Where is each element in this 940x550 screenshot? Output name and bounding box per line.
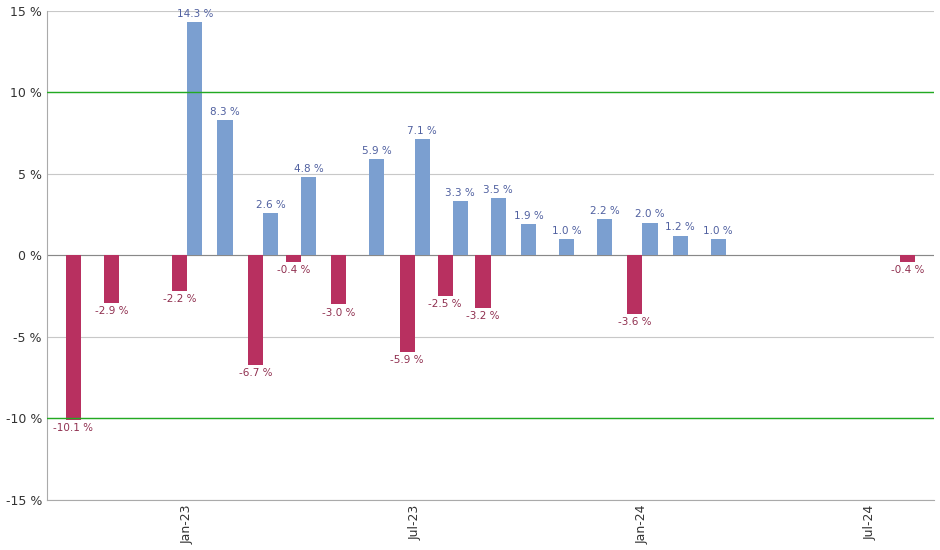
Bar [627,255,642,314]
Text: 1.0 %: 1.0 % [552,226,581,236]
Bar [491,198,506,255]
Text: -10.1 %: -10.1 % [54,424,93,433]
Text: -5.9 %: -5.9 % [390,355,424,365]
Bar [66,255,81,420]
Bar [453,201,468,255]
Text: 8.3 %: 8.3 % [211,107,240,117]
Text: -0.4 %: -0.4 % [891,265,925,275]
Text: 3.5 %: 3.5 % [483,185,513,195]
Bar [415,140,430,255]
Bar [642,223,657,255]
Text: -0.4 %: -0.4 % [276,265,310,275]
Text: 4.8 %: 4.8 % [293,164,323,174]
Text: 3.3 %: 3.3 % [446,188,475,198]
Bar [521,224,536,255]
Text: 7.1 %: 7.1 % [407,126,437,136]
Text: 1.0 %: 1.0 % [703,226,733,236]
Bar [711,239,726,255]
Bar [301,177,316,255]
Bar [331,255,347,304]
Text: -3.0 %: -3.0 % [322,307,355,317]
Bar [263,213,278,255]
Bar [187,22,202,255]
Bar [400,255,415,351]
Text: -2.5 %: -2.5 % [429,299,462,310]
Text: 2.0 %: 2.0 % [635,210,665,219]
Bar [476,255,491,307]
Bar [172,255,187,291]
Text: -3.6 %: -3.6 % [618,317,651,327]
Bar [437,255,453,296]
Bar [901,255,916,262]
Bar [103,255,118,302]
Bar [673,236,688,255]
Bar [597,219,612,255]
Text: 1.2 %: 1.2 % [666,222,696,233]
Text: -2.9 %: -2.9 % [95,306,128,316]
Text: -3.2 %: -3.2 % [466,311,500,321]
Text: 2.6 %: 2.6 % [256,200,286,210]
Text: 5.9 %: 5.9 % [362,146,392,156]
Bar [559,239,574,255]
Text: 1.9 %: 1.9 % [513,211,543,221]
Bar [248,255,263,365]
Text: 2.2 %: 2.2 % [589,206,619,216]
Bar [217,120,233,255]
Bar [369,159,384,255]
Bar [286,255,301,262]
Text: -6.7 %: -6.7 % [239,368,273,378]
Text: 14.3 %: 14.3 % [177,9,213,19]
Text: -2.2 %: -2.2 % [163,294,196,305]
